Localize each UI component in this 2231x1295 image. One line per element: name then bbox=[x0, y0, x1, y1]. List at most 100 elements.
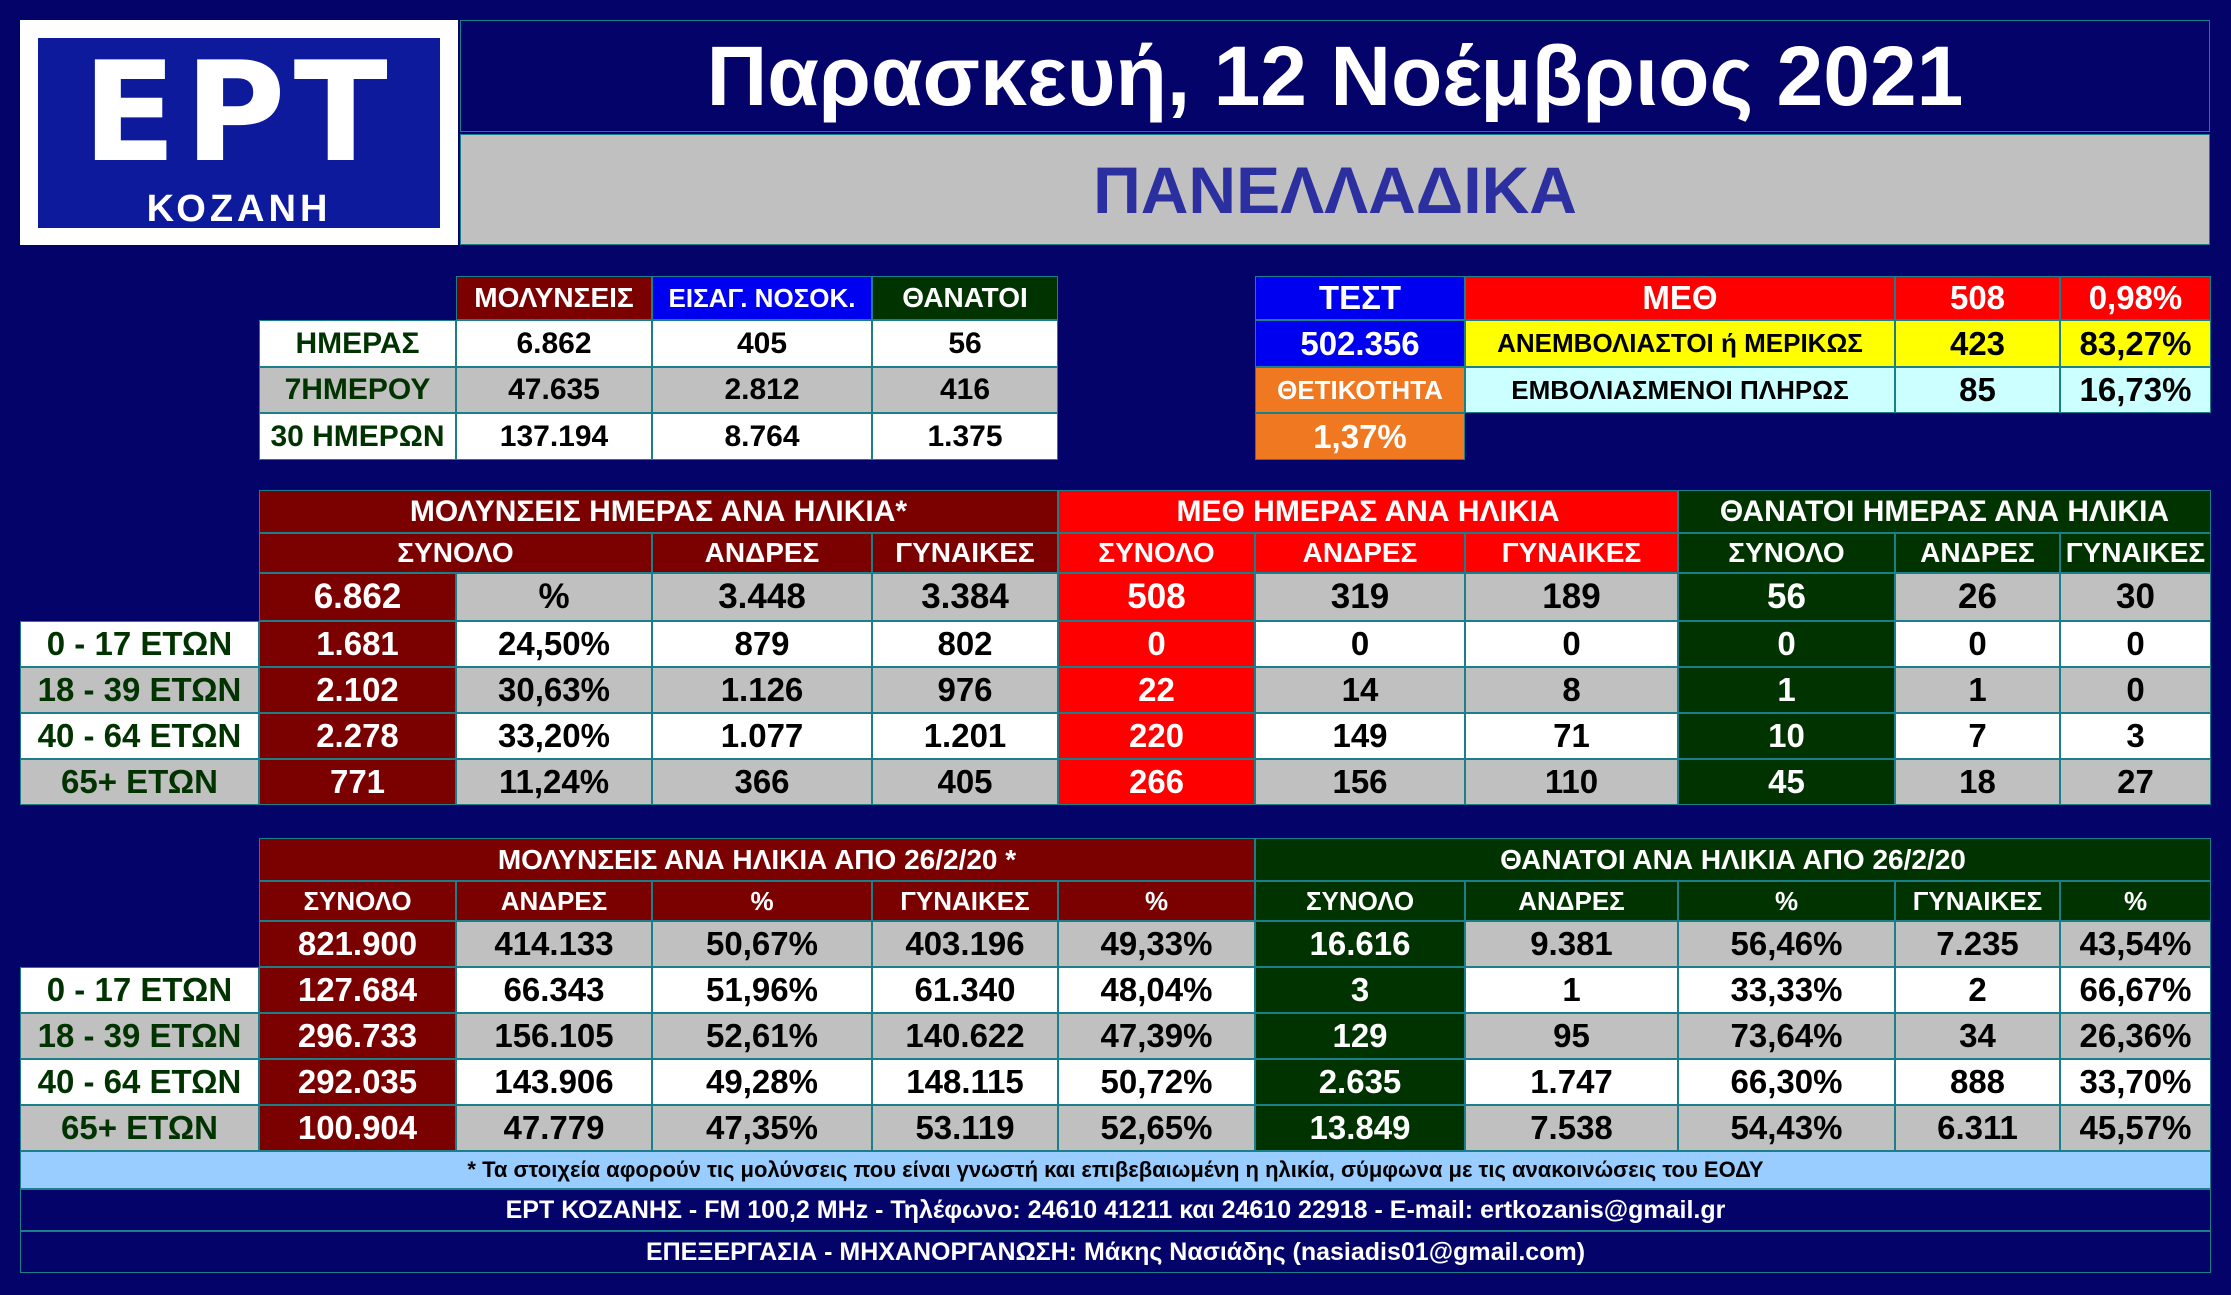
table-cell: 0 bbox=[2060, 621, 2211, 667]
positivity-label: ΘΕΤΙΚΟΤΗΤΑ bbox=[1255, 367, 1465, 413]
cell: 137.194 bbox=[456, 413, 652, 460]
row-label-day: ΗΜΕΡΑΣ bbox=[259, 320, 456, 367]
sub-header: ΣΥΝΟΛΟ bbox=[1678, 533, 1895, 573]
sub-header: ΑΝΔΡΕΣ bbox=[652, 533, 872, 573]
sub-header: ΑΝΔΡΕΣ bbox=[1465, 881, 1678, 921]
table-cell: 879 bbox=[652, 621, 872, 667]
table-cell: 51,96% bbox=[652, 967, 872, 1013]
page-title: Παρασκευή, 12 Νοέμβριος 2021 bbox=[460, 20, 2210, 132]
table-cell: 292.035 bbox=[259, 1059, 456, 1105]
header-deaths: ΘΑΝΑΤΟΙ bbox=[872, 276, 1058, 320]
age-label: 65+ ΕΤΩΝ bbox=[20, 1105, 259, 1151]
group-header-daily-deaths: ΘΑΝΑΤΟΙ ΗΜΕΡΑΣ ΑΝΑ ΗΛΙΚΙΑ bbox=[1678, 490, 2211, 533]
sub-header: ΓΥΝΑΙΚΕΣ bbox=[872, 533, 1058, 573]
table-cell: 3 bbox=[2060, 713, 2211, 759]
contact-line: ΕΡΤ ΚΟΖΑΝΗΣ - FM 100,2 MHz - Τηλέφωνο: 2… bbox=[20, 1189, 2211, 1231]
group-header-cumulative-deaths: ΘΑΝΑΤΟΙ ΑΝΑ ΗΛΙΚΙΑ ΑΠΟ 26/2/20 bbox=[1255, 838, 2211, 881]
sub-header: ΑΝΔΡΕΣ bbox=[1895, 533, 2060, 573]
group-header-daily-infections: ΜΟΛΥΝΣΕΙΣ ΗΜΕΡΑΣ ΑΝΑ ΗΛΙΚΙΑ* bbox=[259, 490, 1058, 533]
table-cell: 52,61% bbox=[652, 1013, 872, 1059]
table-cell: 95 bbox=[1465, 1013, 1678, 1059]
table-cell: 7 bbox=[1895, 713, 2060, 759]
footnote: * Τα στοιχεία αφορούν τις μολύνσεις που … bbox=[20, 1151, 2211, 1189]
table-cell: 1 bbox=[1678, 667, 1895, 713]
table-cell: 2 bbox=[1895, 967, 2060, 1013]
age-label: 0 - 17 ΕΤΩΝ bbox=[20, 621, 259, 667]
age-label: 18 - 39 ΕΤΩΝ bbox=[20, 1013, 259, 1059]
table-cell: 26,36% bbox=[2060, 1013, 2211, 1059]
header-hospital: ΕΙΣΑΓ. ΝΟΣΟΚ. bbox=[652, 276, 872, 320]
cumulative-total-cell: 414.133 bbox=[456, 921, 652, 967]
daily-total-cell: 6.862 bbox=[259, 573, 456, 621]
icu-unvaccinated-label: ΑΝΕΜΒΟΛΙΑΣΤΟΙ ή ΜΕΡΙΚΩΣ bbox=[1465, 320, 1895, 367]
icu-unvaccinated-pct: 83,27% bbox=[2060, 320, 2211, 367]
table-cell: 33,33% bbox=[1678, 967, 1895, 1013]
cumulative-total-cell: 43,54% bbox=[2060, 921, 2211, 967]
table-cell: 0 bbox=[1678, 621, 1895, 667]
sub-header: % bbox=[1678, 881, 1895, 921]
cell: 405 bbox=[652, 320, 872, 367]
age-label: 40 - 64 ΕΤΩΝ bbox=[20, 713, 259, 759]
icu-unvaccinated-value: 423 bbox=[1895, 320, 2060, 367]
sub-header: ΓΥΝΑΙΚΕΣ bbox=[1465, 533, 1678, 573]
table-cell: 2.278 bbox=[259, 713, 456, 759]
icu-vaccinated-pct: 16,73% bbox=[2060, 367, 2211, 413]
daily-total-cell: 3.384 bbox=[872, 573, 1058, 621]
table-cell: 156.105 bbox=[456, 1013, 652, 1059]
icu-label: ΜΕΘ bbox=[1465, 276, 1895, 320]
table-cell: 1.126 bbox=[652, 667, 872, 713]
table-cell: 976 bbox=[872, 667, 1058, 713]
logo-city: ΚΟΖΑΝΗ bbox=[146, 188, 332, 230]
table-cell: 0 bbox=[1465, 621, 1678, 667]
cumulative-total-cell: 16.616 bbox=[1255, 921, 1465, 967]
cumulative-total-cell: 821.900 bbox=[259, 921, 456, 967]
cumulative-total-cell: 403.196 bbox=[872, 921, 1058, 967]
sub-header: ΣΥΝΟΛΟ bbox=[1058, 533, 1255, 573]
sub-header: ΓΥΝΑΙΚΕΣ bbox=[2060, 533, 2211, 573]
table-cell: 1 bbox=[1895, 667, 2060, 713]
table-cell: 61.340 bbox=[872, 967, 1058, 1013]
group-header-daily-icu: ΜΕΘ ΗΜΕΡΑΣ ΑΝΑ ΗΛΙΚΙΑ bbox=[1058, 490, 1678, 533]
table-cell: 149 bbox=[1255, 713, 1465, 759]
table-cell: 1.077 bbox=[652, 713, 872, 759]
icu-vaccinated-label: ΕΜΒΟΛΙΑΣΜΕΝΟΙ ΠΛΗΡΩΣ bbox=[1465, 367, 1895, 413]
table-cell: 71 bbox=[1465, 713, 1678, 759]
table-cell: 0 bbox=[2060, 667, 2211, 713]
table-cell: 220 bbox=[1058, 713, 1255, 759]
sub-header: ΑΝΔΡΕΣ bbox=[456, 881, 652, 921]
sub-header: % bbox=[1058, 881, 1255, 921]
table-cell: 0 bbox=[1895, 621, 2060, 667]
cell: 1.375 bbox=[872, 413, 1058, 460]
table-cell: 30,63% bbox=[456, 667, 652, 713]
table-cell: 14 bbox=[1255, 667, 1465, 713]
page-subtitle: ΠΑΝΕΛΛΑΔΙΚΑ bbox=[460, 134, 2210, 245]
table-cell: 296.733 bbox=[259, 1013, 456, 1059]
table-cell: 127.684 bbox=[259, 967, 456, 1013]
table-cell: 0 bbox=[1058, 621, 1255, 667]
table-cell: 8 bbox=[1465, 667, 1678, 713]
table-cell: 3 bbox=[1255, 967, 1465, 1013]
positivity-value: 1,37% bbox=[1255, 413, 1465, 460]
credits-line: ΕΠΕΞΕΡΓΑΣΙΑ - ΜΗΧΑΝΟΡΓΑΝΩΣΗ: Μάκης Νασιά… bbox=[20, 1231, 2211, 1273]
table-cell: 266 bbox=[1058, 759, 1255, 805]
table-cell: 143.906 bbox=[456, 1059, 652, 1105]
row-label-month: 30 ΗΜΕΡΩΝ bbox=[259, 413, 456, 460]
cumulative-total-cell: 49,33% bbox=[1058, 921, 1255, 967]
sub-header: ΑΝΔΡΕΣ bbox=[1255, 533, 1465, 573]
test-label: ΤΕΣΤ bbox=[1255, 276, 1465, 320]
cell: 6.862 bbox=[456, 320, 652, 367]
age-label: 40 - 64 ΕΤΩΝ bbox=[20, 1059, 259, 1105]
cell: 47.635 bbox=[456, 367, 652, 413]
table-cell: 6.311 bbox=[1895, 1105, 2060, 1151]
daily-total-cell: 319 bbox=[1255, 573, 1465, 621]
sub-header: ΣΥΝΟΛΟ bbox=[259, 881, 456, 921]
table-cell: 2.102 bbox=[259, 667, 456, 713]
table-cell: 802 bbox=[872, 621, 1058, 667]
icu-total: 508 bbox=[1895, 276, 2060, 320]
table-cell: 66,30% bbox=[1678, 1059, 1895, 1105]
age-label: 65+ ΕΤΩΝ bbox=[20, 759, 259, 805]
table-cell: 66,67% bbox=[2060, 967, 2211, 1013]
table-cell: 47,39% bbox=[1058, 1013, 1255, 1059]
table-cell: 45 bbox=[1678, 759, 1895, 805]
